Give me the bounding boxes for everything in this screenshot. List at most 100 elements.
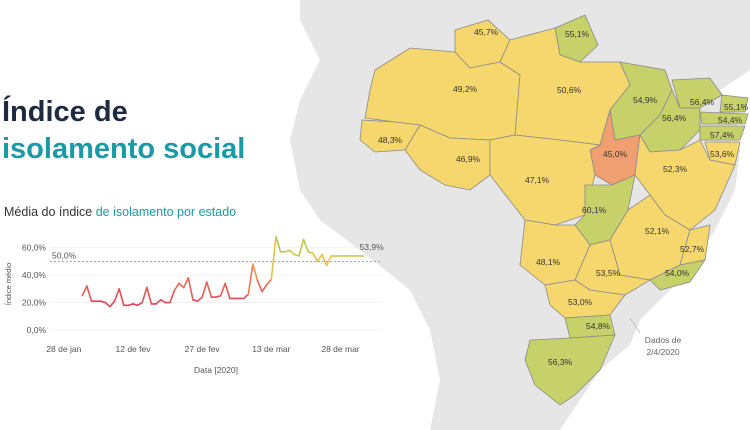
series-segment bbox=[275, 235, 282, 253]
state-label: 52,7% bbox=[680, 244, 705, 254]
series-segment bbox=[252, 263, 259, 282]
chart-grid bbox=[50, 247, 382, 331]
series-segment bbox=[127, 303, 134, 307]
x-axis-label: Data [2020] bbox=[194, 365, 238, 375]
state-label: 56,4% bbox=[662, 113, 687, 123]
x-axis-ticks: 28 de jan 12 de fev 27 de fev 13 de mar 28 d… bbox=[46, 344, 359, 354]
series-segment bbox=[182, 277, 190, 289]
series-segment bbox=[325, 255, 333, 267]
state-label: 49,2% bbox=[453, 84, 478, 94]
state-label: 56,3% bbox=[548, 357, 573, 367]
subtitle-highlight: de isolamento por estado bbox=[95, 205, 237, 219]
y-axis-label: Índice médio bbox=[4, 263, 13, 306]
page-title-line2: isolamento social bbox=[2, 133, 246, 165]
note-leader bbox=[629, 317, 641, 334]
state-label: 56,4% bbox=[690, 97, 715, 107]
series-segment bbox=[316, 253, 323, 263]
state-label: 54,4% bbox=[718, 115, 743, 125]
state-labels: 45,7% 55,1% 49,2% 50,6% 54,9% 56,4% 55,1… bbox=[378, 27, 749, 367]
series-segment bbox=[224, 282, 231, 300]
series-segment bbox=[205, 281, 213, 298]
series-segment bbox=[178, 282, 185, 289]
series-segment bbox=[81, 285, 88, 297]
series-segment bbox=[99, 300, 107, 304]
state-label: 53,6% bbox=[710, 149, 735, 159]
series-segment bbox=[302, 238, 310, 253]
y-tick-label: 20,0% bbox=[22, 298, 47, 308]
data-date-note: Dados de 2/4/2020 bbox=[641, 334, 685, 358]
series-segment bbox=[270, 235, 277, 281]
x-tick-label: 13 de mar bbox=[252, 344, 290, 354]
series-segment bbox=[104, 301, 111, 308]
series-segment bbox=[146, 286, 153, 305]
state-label: 48,1% bbox=[536, 257, 561, 267]
state-label: 54,9% bbox=[633, 95, 658, 105]
series-segment bbox=[201, 281, 208, 298]
page-title-line1: Índice de bbox=[2, 96, 128, 128]
y-axis-ticks: 0,0% 20,0% 40,0% 60,0% bbox=[22, 243, 47, 335]
series-segment bbox=[141, 286, 148, 304]
series-segment bbox=[298, 238, 305, 257]
state-ro[interactable] bbox=[404, 124, 491, 191]
series-segment bbox=[136, 301, 144, 307]
series-segment bbox=[284, 249, 291, 253]
series-segment bbox=[312, 252, 319, 263]
series-segment bbox=[109, 300, 116, 308]
series-segment bbox=[247, 263, 254, 296]
series-segment bbox=[86, 285, 93, 302]
series-segment bbox=[219, 282, 227, 297]
state-label: 54,0% bbox=[665, 268, 690, 278]
state-label: 54,8% bbox=[586, 321, 611, 331]
state-label: 45,7% bbox=[474, 27, 499, 37]
state-label: 53,0% bbox=[568, 297, 593, 307]
state-ce[interactable] bbox=[671, 77, 723, 109]
state-rj[interactable] bbox=[649, 259, 706, 291]
series-segment bbox=[321, 253, 328, 267]
state-label: 47,1% bbox=[525, 175, 550, 185]
state-label: 50,6% bbox=[557, 85, 582, 95]
series-segment bbox=[242, 293, 250, 300]
state-label: 52,1% bbox=[645, 226, 670, 236]
series-segment bbox=[261, 283, 268, 293]
reference-label: 50,0% bbox=[52, 250, 77, 260]
series-segment bbox=[132, 303, 139, 307]
subtitle-prefix: Média do índice bbox=[4, 205, 96, 219]
series-segment bbox=[215, 294, 222, 298]
state-label: 46,9% bbox=[456, 154, 481, 164]
series-segment bbox=[265, 278, 273, 286]
series-segment bbox=[173, 282, 180, 292]
series-segment bbox=[293, 253, 300, 257]
series-segment bbox=[288, 249, 296, 256]
state-label: 45,0% bbox=[603, 149, 628, 159]
state-pr[interactable] bbox=[544, 279, 626, 319]
x-tick-label: 28 de jan bbox=[46, 344, 81, 354]
series-segment bbox=[256, 279, 263, 293]
state-rn[interactable] bbox=[719, 94, 749, 113]
series-segment bbox=[307, 251, 314, 255]
state-label: 55,1% bbox=[724, 102, 749, 112]
series-segment bbox=[187, 277, 194, 301]
series-line bbox=[81, 235, 365, 308]
note-line2: 2/4/2020 bbox=[646, 347, 680, 357]
state-label: 57,4% bbox=[710, 130, 735, 140]
state-mt[interactable] bbox=[489, 134, 602, 226]
state-label: 60,1% bbox=[582, 205, 607, 215]
series-segment bbox=[155, 299, 162, 305]
state-rs[interactable] bbox=[524, 334, 616, 406]
state-pb[interactable] bbox=[699, 111, 749, 125]
chart-subtitle: Média do índice de isolamento por estado bbox=[4, 205, 236, 219]
state-label: 52,3% bbox=[663, 164, 688, 174]
series-segment bbox=[196, 296, 203, 302]
x-tick-label: 28 de mar bbox=[321, 344, 359, 354]
last-value-label: 53,9% bbox=[360, 242, 385, 252]
series-segment bbox=[159, 299, 167, 304]
isolation-line-chart: 0,0% 20,0% 40,0% 60,0% 28 de jan 12 de fev 27… bbox=[4, 235, 385, 375]
y-tick-label: 40,0% bbox=[22, 270, 47, 280]
series-segment bbox=[169, 289, 176, 304]
x-tick-label: 27 de fev bbox=[185, 344, 221, 354]
x-tick-label: 12 de fev bbox=[116, 344, 152, 354]
note-line1: Dados de bbox=[644, 335, 682, 345]
state-ba[interactable] bbox=[634, 133, 736, 231]
state-pe[interactable] bbox=[699, 125, 746, 141]
